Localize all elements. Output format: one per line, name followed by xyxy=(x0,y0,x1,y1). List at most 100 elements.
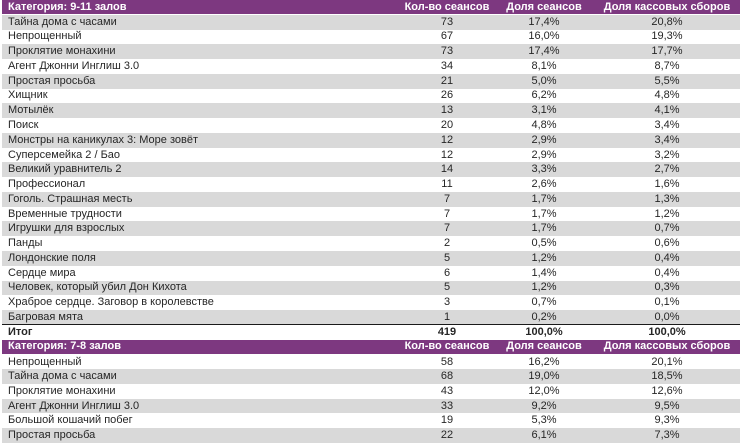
sessions-share-cell: 17,4% xyxy=(494,44,594,60)
sessions-share-cell: 5,0% xyxy=(494,73,594,89)
sessions-count-cell: 19 xyxy=(400,413,494,429)
sessions-count-cell: 12 xyxy=(400,132,494,148)
sessions-share-cell: 2,6% xyxy=(494,177,594,192)
sessions-count-cell: 7 xyxy=(400,206,494,222)
movie-title-cell: Багровая мята xyxy=(2,310,400,325)
sessions-count-cell: 34 xyxy=(400,59,494,74)
section-header-row: Категория: 9-11 залов Кол-во сеансов Доля … xyxy=(2,0,740,16)
movie-title-cell: Панды xyxy=(2,236,400,252)
movie-title-cell: Непрощенный xyxy=(2,354,400,370)
sessions-share-cell: 6,2% xyxy=(494,88,594,104)
sessions-share-cell: 9,2% xyxy=(494,398,594,414)
sessions-share-cell: 0,7% xyxy=(494,295,594,311)
movie-title-cell: Человек, который убил Дон Кихота xyxy=(2,280,400,296)
sessions-count-cell: 73 xyxy=(400,14,494,30)
box-office-share-cell: 4,1% xyxy=(594,103,740,119)
sessions-share-cell: 2,9% xyxy=(494,132,594,148)
sessions-share-cell: 6,1% xyxy=(494,428,594,443)
movie-title-cell: Храброе сердце. Заговор в королевстве xyxy=(2,295,400,311)
table-row: Гоголь. Страшная месть 7 1,7% 1,3% xyxy=(2,191,740,207)
box-office-share-cell: 8,7% xyxy=(594,59,740,74)
box-office-share-cell: 0,0% xyxy=(594,310,740,325)
sessions-count-cell: 67 xyxy=(400,29,494,45)
table-row: Сердце мира 6 1,4% 0,4% xyxy=(2,265,740,281)
box-office-share-cell: 4,8% xyxy=(594,88,740,104)
sessions-count-cell: 3 xyxy=(400,295,494,311)
box-office-share-cell: 0,4% xyxy=(594,251,740,266)
movie-title-cell: Временные трудности xyxy=(2,206,400,222)
sessions-share-cell: 3,1% xyxy=(494,103,594,119)
column-header: Доля сеансов xyxy=(494,0,594,16)
sessions-count-cell: 6 xyxy=(400,265,494,281)
sessions-count-cell: 1 xyxy=(400,310,494,325)
sessions-share-cell: 8,1% xyxy=(494,59,594,74)
box-office-share-cell: 12,6% xyxy=(594,383,740,399)
table-row: Непрощенный 58 16,2% 20,1% xyxy=(2,354,740,370)
sessions-share-cell: 17,4% xyxy=(494,14,594,30)
sessions-share-cell: 0,2% xyxy=(494,310,594,325)
movie-title-cell: Большой кошачий побег xyxy=(2,413,400,429)
sessions-count-cell: 68 xyxy=(400,369,494,384)
total-sessions-cell: 419 xyxy=(400,324,494,340)
sessions-share-cell: 2,9% xyxy=(494,147,594,163)
sessions-count-cell: 58 xyxy=(400,354,494,370)
movie-title-cell: Великий уравнитель 2 xyxy=(2,162,400,178)
box-office-share-cell: 19,3% xyxy=(594,29,740,45)
movie-title-cell: Лондонские поля xyxy=(2,251,400,266)
box-office-share-cell: 9,5% xyxy=(594,398,740,414)
sessions-count-cell: 33 xyxy=(400,398,494,414)
sessions-count-cell: 5 xyxy=(400,280,494,296)
table-row: Непрощенный 67 16,0% 19,3% xyxy=(2,29,740,45)
sessions-count-cell: 14 xyxy=(400,162,494,178)
table-row: Поиск 20 4,8% 3,4% xyxy=(2,118,740,133)
sessions-share-cell: 1,7% xyxy=(494,221,594,237)
section-category-label: Категория: 7-8 залов xyxy=(2,339,400,355)
box-office-share-cell: 1,3% xyxy=(594,191,740,207)
movie-title-cell: Игрушки для взрослых xyxy=(2,221,400,237)
table-row: Великий уравнитель 2 14 3,3% 2,7% xyxy=(2,162,740,178)
box-office-share-cell: 1,2% xyxy=(594,206,740,222)
sessions-share-cell: 16,0% xyxy=(494,29,594,45)
box-office-share-cell: 3,2% xyxy=(594,147,740,163)
movie-title-cell: Агент Джонни Инглиш 3.0 xyxy=(2,59,400,74)
table-row: Агент Джонни Инглиш 3.0 33 9,2% 9,5% xyxy=(2,398,740,414)
box-office-share-cell: 0,6% xyxy=(594,236,740,252)
table-row: Монстры на каникулах 3: Море зовёт 12 2,9%… xyxy=(2,132,740,148)
table-row: Агент Джонни Инглиш 3.0 34 8,1% 8,7% xyxy=(2,59,740,74)
sessions-share-cell: 1,2% xyxy=(494,280,594,296)
box-office-share-cell: 0,4% xyxy=(594,265,740,281)
movie-title-cell: Мотылёк xyxy=(2,103,400,119)
movie-title-cell: Профессионал xyxy=(2,177,400,192)
table-row: Лондонские поля 5 1,2% 0,4% xyxy=(2,251,740,266)
column-header: Доля кассовых сборов xyxy=(594,339,740,355)
table-row: Человек, который убил Дон Кихота 5 1,2% 0,3… xyxy=(2,280,740,296)
column-header: Кол-во сеансов xyxy=(400,0,494,16)
table-row: Тайна дома с часами 73 17,4% 20,8% xyxy=(2,14,740,30)
movie-title-cell: Простая просьба xyxy=(2,73,400,89)
table-row: Суперсемейка 2 / Бао 12 2,9% 3,2% xyxy=(2,147,740,163)
movie-title-cell: Проклятие монахини xyxy=(2,383,400,399)
movie-title-cell: Гоголь. Страшная месть xyxy=(2,191,400,207)
box-office-share-cell: 2,7% xyxy=(594,162,740,178)
box-office-share-cell: 3,4% xyxy=(594,132,740,148)
movie-title-cell: Тайна дома с часами xyxy=(2,14,400,30)
sessions-share-cell: 1,7% xyxy=(494,206,594,222)
sessions-count-cell: 12 xyxy=(400,147,494,163)
table-row: Панды 2 0,5% 0,6% xyxy=(2,236,740,252)
table-row: Багровая мята 1 0,2% 0,0% xyxy=(2,310,740,325)
sessions-count-cell: 73 xyxy=(400,44,494,60)
total-box-office-share-cell: 100,0% xyxy=(594,324,740,340)
movie-title-cell: Проклятие монахини xyxy=(2,44,400,60)
table-row: Тайна дома с часами 68 19,0% 18,5% xyxy=(2,369,740,384)
table-row: Профессионал 11 2,6% 1,6% xyxy=(2,177,740,192)
sessions-share-cell: 1,4% xyxy=(494,265,594,281)
box-office-share-cell: 9,3% xyxy=(594,413,740,429)
box-office-share-cell: 20,1% xyxy=(594,354,740,370)
sessions-count-cell: 26 xyxy=(400,88,494,104)
section-category-label: Категория: 9-11 залов xyxy=(2,0,400,16)
table-row: Проклятие монахини 43 12,0% 12,6% xyxy=(2,383,740,399)
movie-title-cell: Монстры на каникулах 3: Море зовёт xyxy=(2,132,400,148)
total-label-cell: Итог xyxy=(2,324,400,340)
